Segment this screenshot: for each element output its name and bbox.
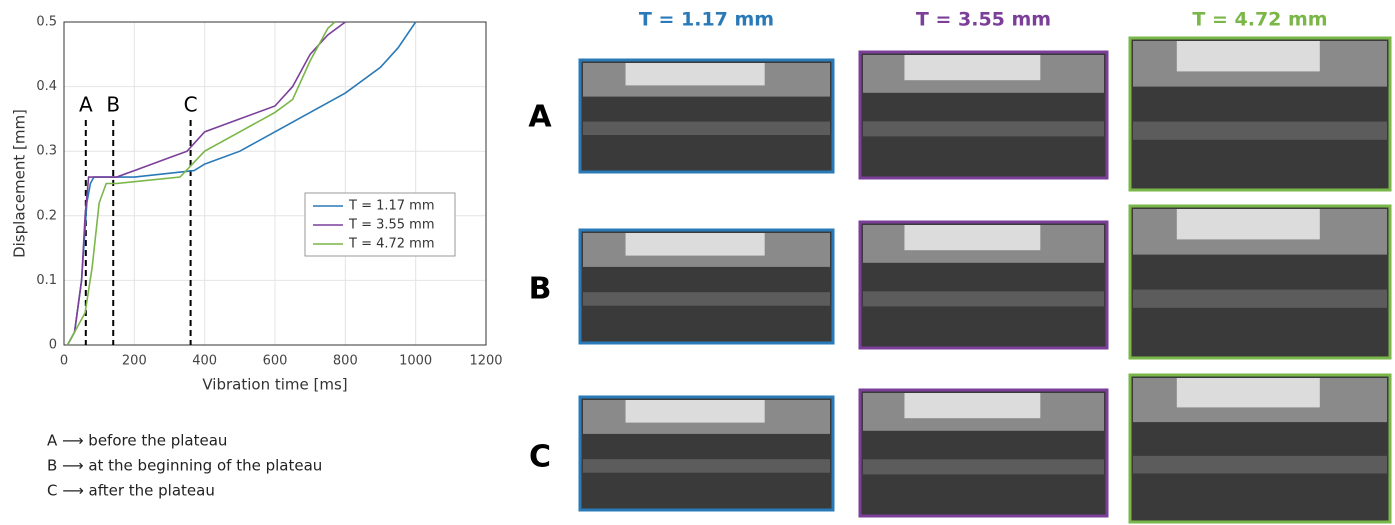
- photo-detail: [904, 225, 1041, 251]
- x-tick-label: 200: [122, 354, 147, 369]
- photo-detail: [1176, 378, 1320, 408]
- y-tick-label: 0.5: [36, 15, 57, 30]
- y-tick-label: 0: [49, 338, 57, 353]
- y-tick-label: 0.2: [36, 208, 57, 223]
- y-tick-label: 0.4: [36, 79, 57, 94]
- annotation-label: C: [184, 93, 198, 117]
- photo-detail: [904, 55, 1041, 81]
- legend-label: T = 1.17 mm: [348, 199, 435, 214]
- column-header: T = 1.17 mm: [639, 9, 774, 31]
- x-tick-label: 400: [192, 354, 217, 369]
- y-tick-label: 0.1: [36, 273, 57, 288]
- x-tick-label: 1000: [399, 354, 432, 369]
- annotation-label: B: [106, 93, 120, 117]
- row-label: B: [529, 272, 552, 307]
- photo-detail: [583, 121, 830, 136]
- row-label: A: [528, 100, 552, 135]
- legend-label: T = 4.72 mm: [348, 237, 435, 252]
- note: B ⟶ at the beginning of the plateau: [47, 457, 322, 475]
- column-header: T = 3.55 mm: [916, 9, 1051, 31]
- column-header: T = 4.72 mm: [1192, 9, 1327, 31]
- photo-detail: [1133, 121, 1387, 140]
- series-line: [66, 21, 336, 346]
- photo-detail: [625, 233, 765, 256]
- photo-detail: [1133, 289, 1387, 308]
- y-tick-label: 0.3: [36, 144, 57, 159]
- photo-detail: [904, 393, 1041, 419]
- annotation-label: A: [79, 93, 93, 117]
- photo-detail: [625, 63, 765, 86]
- x-tick-label: 800: [333, 354, 358, 369]
- plot-frame: [63, 21, 487, 346]
- photo-detail: [1133, 455, 1387, 474]
- legend-label: T = 3.55 mm: [348, 218, 435, 233]
- series-line: [66, 21, 346, 346]
- photo-detail: [1176, 41, 1320, 72]
- x-axis-label: Vibration time [ms]: [202, 376, 347, 394]
- note: A ⟶ before the plateau: [47, 432, 227, 450]
- photo-detail: [625, 400, 765, 423]
- photo-detail: [583, 459, 830, 473]
- x-tick-label: 1200: [469, 354, 502, 369]
- row-label: C: [529, 440, 551, 475]
- photo-detail: [1176, 209, 1320, 240]
- note: C ⟶ after the plateau: [47, 482, 215, 500]
- y-axis-label: Displacement [mm]: [11, 109, 29, 258]
- photo-detail: [863, 459, 1104, 475]
- x-tick-label: 600: [263, 354, 288, 369]
- photo-detail: [863, 291, 1104, 307]
- photo-detail: [863, 121, 1104, 137]
- x-tick-label: 0: [60, 354, 68, 369]
- photo-detail: [583, 292, 830, 306]
